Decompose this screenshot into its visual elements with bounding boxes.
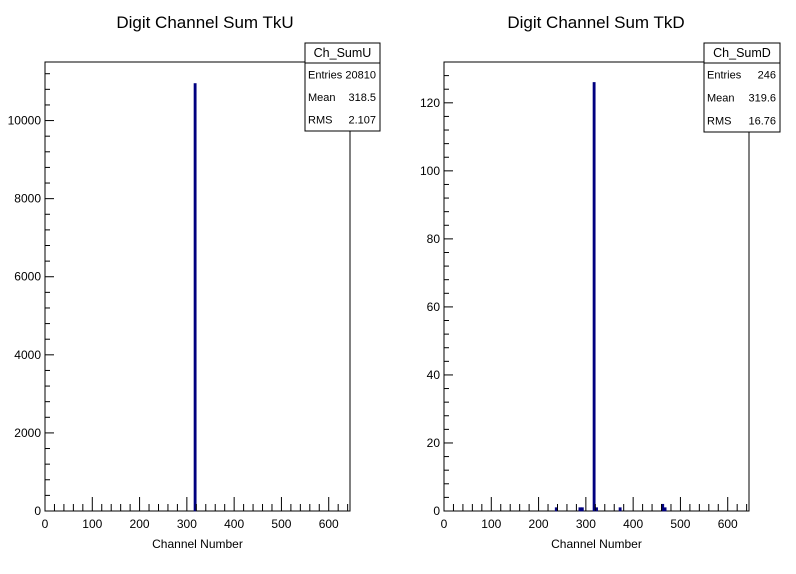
histogram-bar [663, 507, 667, 512]
x-tick-label: 0 [441, 517, 448, 531]
y-tick-label: 10000 [8, 114, 42, 128]
x-tick-label: 100 [82, 517, 102, 531]
stats-box: Ch_SumD Entries 246 Mean 319.6 RMS 16.76 [703, 42, 781, 133]
histogram-bar [592, 82, 596, 512]
x-tick-label: 500 [670, 517, 690, 531]
y-tick-label: 80 [427, 232, 441, 246]
chart-title: Digit Channel Sum TkU [116, 13, 293, 32]
histogram-bar [580, 507, 584, 512]
x-tick-label: 400 [224, 517, 244, 531]
stats-row-label: RMS [707, 116, 731, 128]
x-tick-label: 600 [718, 517, 738, 531]
y-tick-label: 120 [420, 96, 440, 110]
x-tick-label: 300 [576, 517, 596, 531]
y-tick-label: 0 [34, 504, 41, 518]
stats-row-label: Entries [308, 69, 343, 81]
stats-box-name: Ch_SumU [314, 46, 372, 60]
stats-box: Ch_SumU Entries 20810 Mean 318.5 RMS 2.107 [304, 42, 381, 132]
y-tick-label: 0 [433, 504, 440, 518]
y-tick-label: 40 [427, 368, 441, 382]
stats-box-frame [703, 42, 781, 133]
x-tick-label: 100 [481, 517, 501, 531]
plot-frame [443, 61, 750, 512]
stats-row-value: 246 [758, 70, 776, 82]
stats-box-name: Ch_SumD [713, 46, 771, 60]
stats-row-value: 16.76 [748, 116, 776, 128]
plot-frame [44, 61, 351, 512]
stats-row-label: RMS [308, 115, 332, 127]
y-tick-label: 8000 [14, 192, 41, 206]
chart-title: Digit Channel Sum TkD [507, 13, 684, 32]
x-tick-label: 200 [130, 517, 150, 531]
y-tick-label: 60 [427, 300, 441, 314]
histogram-bar [618, 507, 622, 512]
x-tick-label: 400 [623, 517, 643, 531]
y-tick-label: 100 [420, 164, 440, 178]
x-axis-label: Channel Number [152, 537, 243, 551]
stats-row-label: Mean [308, 92, 336, 104]
y-tick-label: 20 [427, 436, 441, 450]
histogram-bar [193, 83, 197, 512]
stats-row-label: Mean [707, 93, 735, 105]
chart-panel-1: Digit Channel Sum TkU 0 100 200 300 400 500 600… [8, 13, 381, 551]
stats-row-value: 20810 [345, 69, 376, 81]
x-tick-label: 300 [177, 517, 197, 531]
stats-row-value: 318.5 [348, 92, 376, 104]
x-tick-label: 600 [319, 517, 339, 531]
histogram-bar [578, 507, 582, 512]
stats-row-value: 319.6 [748, 93, 776, 105]
stats-box-frame [304, 42, 381, 132]
stats-row-value: 2.107 [348, 115, 376, 127]
x-tick-label: 500 [271, 517, 291, 531]
y-tick-label: 2000 [14, 426, 41, 440]
stats-row-label: Entries [707, 70, 742, 82]
y-tick-label: 4000 [14, 348, 41, 362]
x-tick-label: 200 [529, 517, 549, 531]
y-tick-label: 6000 [14, 270, 41, 284]
x-tick-label: 0 [42, 517, 49, 531]
x-axis-label: Channel Number [551, 537, 642, 551]
